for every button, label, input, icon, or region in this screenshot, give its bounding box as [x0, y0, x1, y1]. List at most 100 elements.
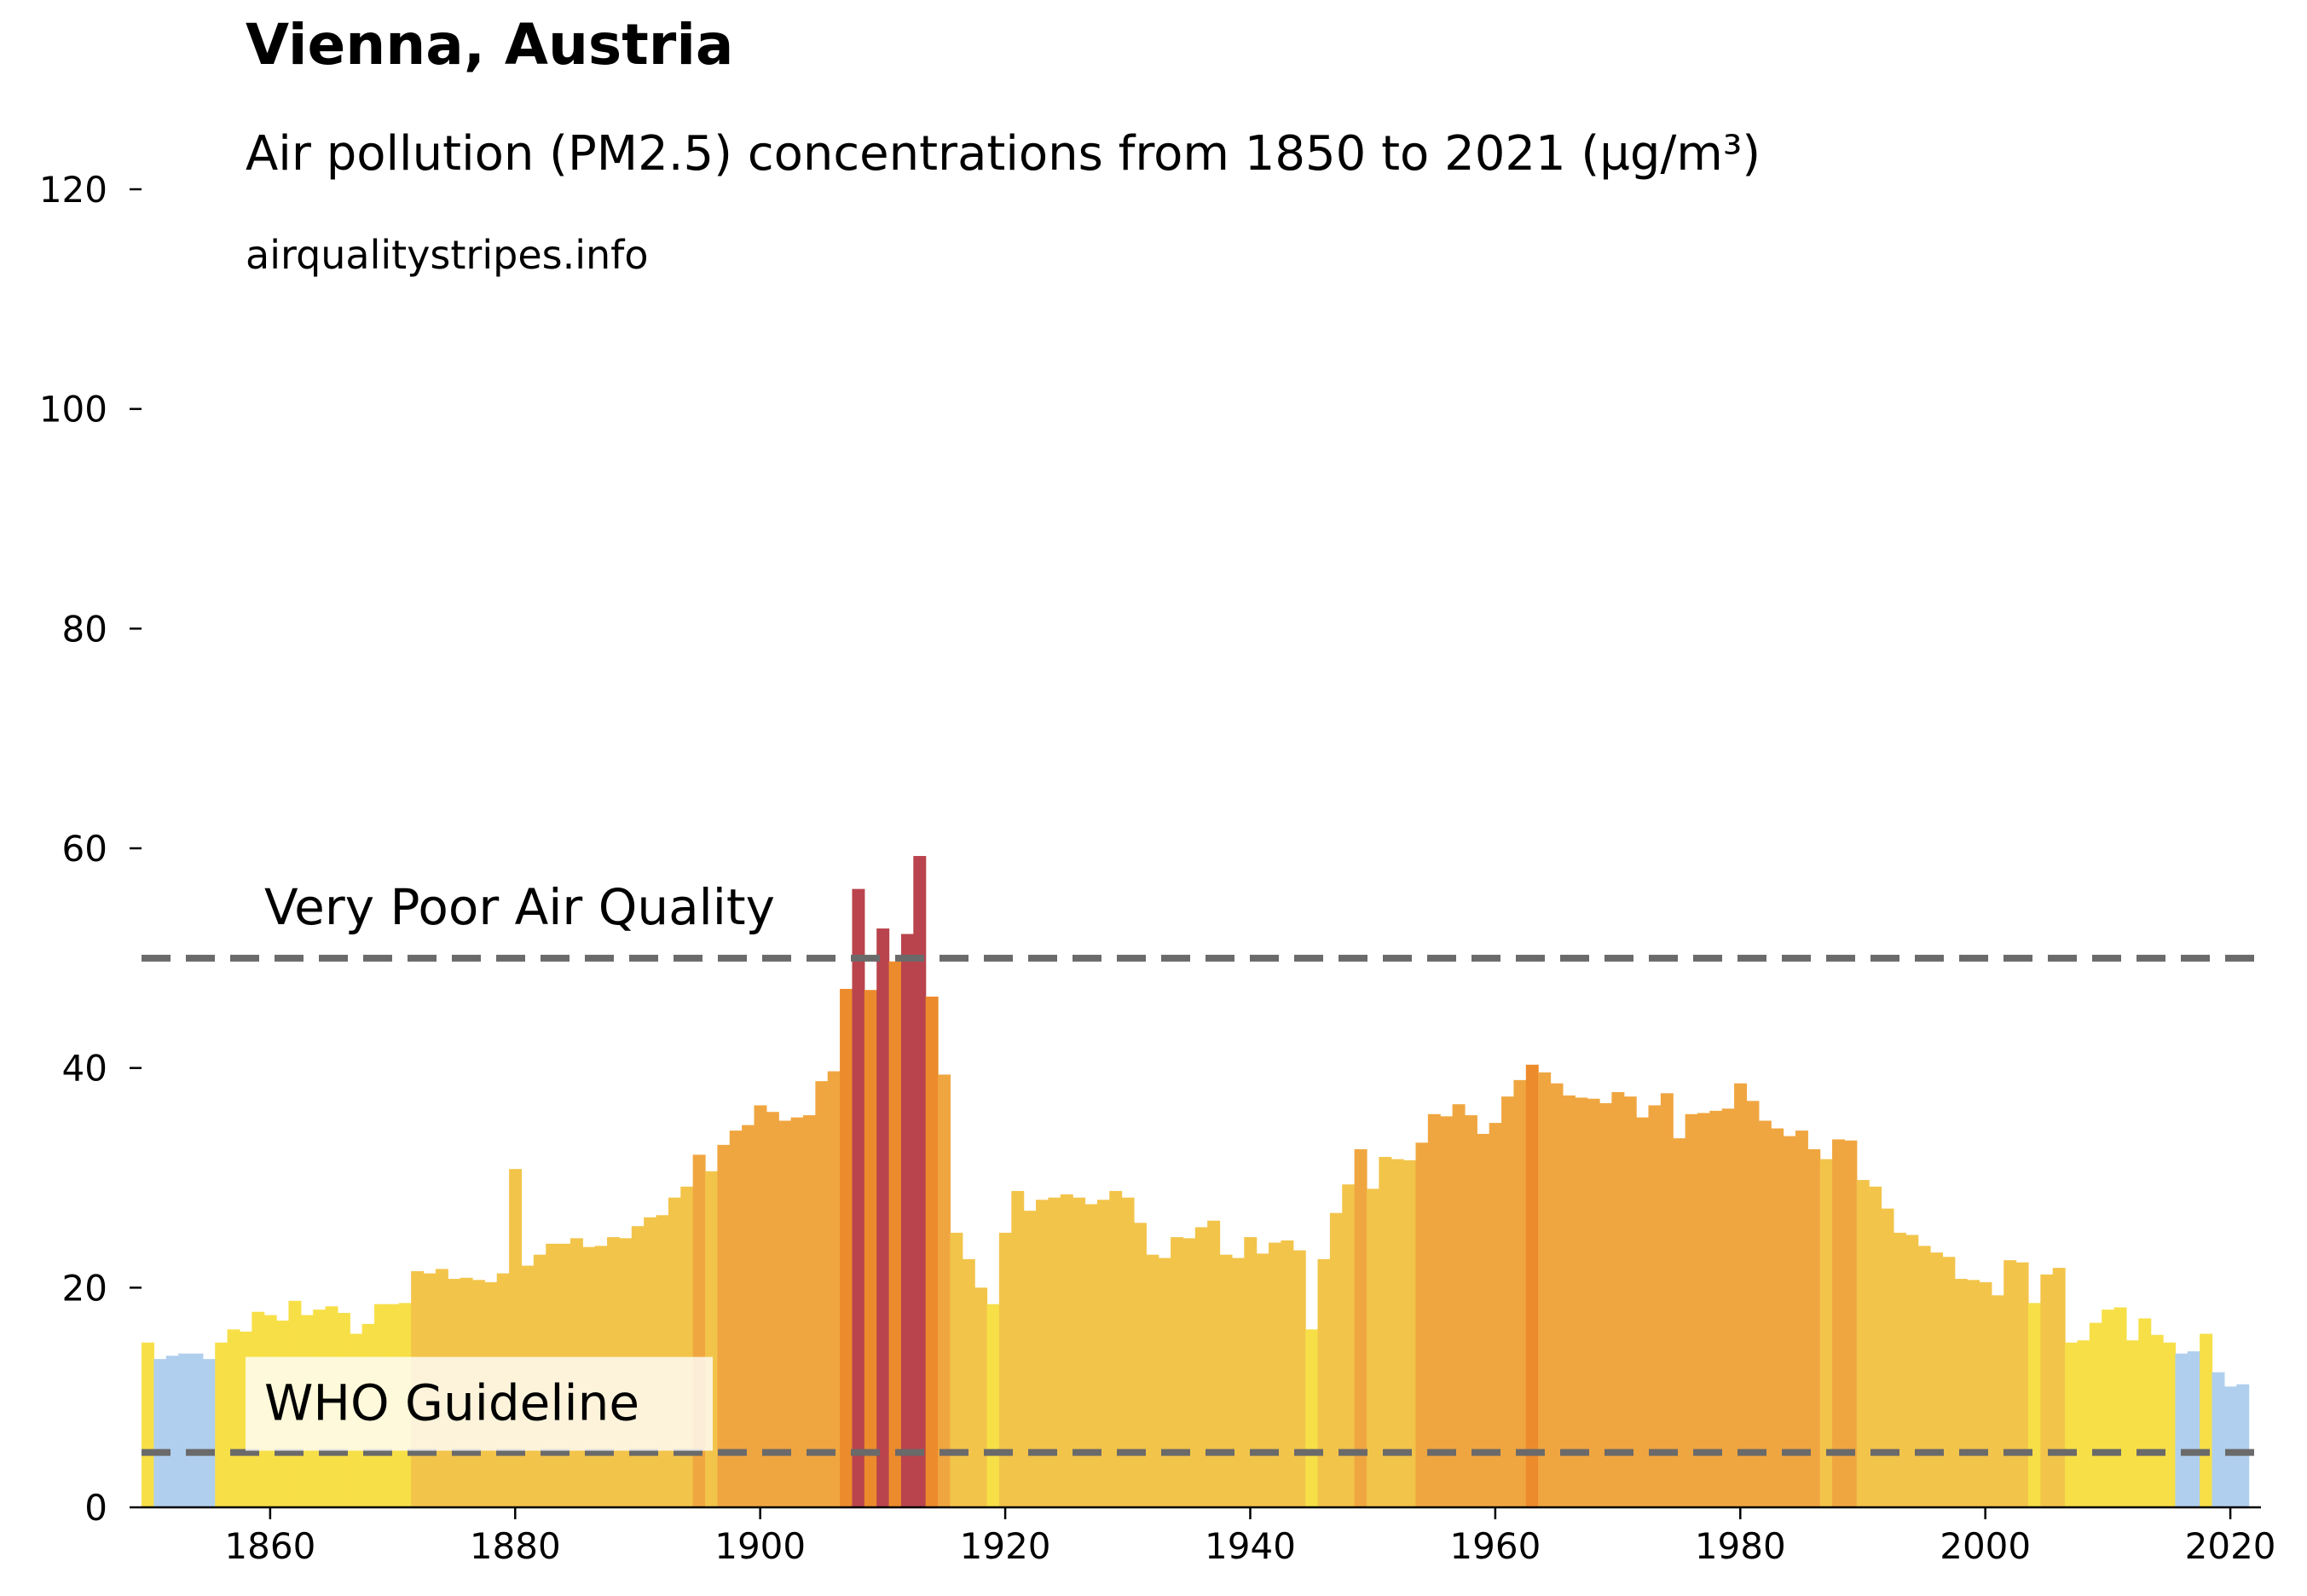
bar-1917	[962, 1258, 975, 1507]
bar-1924	[1048, 1197, 1061, 1507]
x-tick-label: 2000	[1940, 1525, 2031, 1567]
bar-1990	[1856, 1180, 1870, 1507]
bar-1968	[1587, 1098, 1600, 1507]
bar-1969	[1599, 1102, 1612, 1507]
bar-1854	[190, 1353, 204, 1507]
y-tick-label: 60	[62, 828, 107, 870]
annotation-label-0: Very Poor Air Quality	[264, 878, 775, 936]
bar-1914	[925, 996, 939, 1507]
x-axis: 1860 1880 1900 1920 1940 1960 1980 2000 2020	[142, 1506, 2276, 1567]
bar-1940	[1244, 1237, 1258, 1507]
bar-1916	[950, 1232, 963, 1507]
y-axis: 0 20 40 60 80 100 120	[39, 169, 142, 1529]
bar-2003	[2015, 1262, 2029, 1507]
bar-1985	[1795, 1130, 1808, 1507]
bar-2007	[2065, 1342, 2079, 1507]
x-tick-label: 1980	[1695, 1525, 1786, 1567]
bar-1954	[1415, 1142, 1429, 1507]
bar-1912	[900, 934, 914, 1507]
bar-1947	[1329, 1212, 1343, 1507]
bar-1966	[1562, 1095, 1576, 1508]
bar-1851	[153, 1359, 167, 1507]
bar-1983	[1771, 1128, 1784, 1507]
bar-1955	[1427, 1113, 1441, 1507]
bar-1972	[1636, 1117, 1650, 1507]
bar-1907	[840, 988, 853, 1507]
bar-1996	[1930, 1252, 1943, 1507]
bar-2009	[2089, 1322, 2102, 1507]
bar-1880	[509, 1169, 523, 1507]
bar-1997	[1942, 1257, 1956, 1507]
x-tick-label: 2020	[2185, 1525, 2276, 1567]
bar-1935	[1182, 1238, 1196, 1507]
y-tick-label: 0	[84, 1487, 107, 1529]
bar-1930	[1121, 1197, 1135, 1507]
bar-1925	[1060, 1194, 1073, 1507]
bar-1919	[986, 1304, 1000, 1507]
bar-1932	[1146, 1254, 1159, 1507]
bar-1958	[1464, 1115, 1477, 1507]
bar-1905	[815, 1081, 829, 1507]
bar-2001	[1991, 1295, 2004, 1507]
bar-1980	[1734, 1083, 1748, 1507]
bar-1899	[742, 1125, 755, 1507]
bar-1931	[1133, 1223, 1147, 1507]
chart-source: airqualitystripes.info	[246, 232, 649, 278]
bar-1906	[827, 1071, 841, 1507]
bar-1913	[913, 856, 927, 1507]
bar-1974	[1660, 1093, 1674, 1507]
bar-1896	[705, 1171, 718, 1507]
bar-1967	[1575, 1097, 1588, 1507]
bar-1853	[178, 1353, 192, 1507]
bar-1942	[1269, 1242, 1281, 1507]
bar-2012	[2125, 1340, 2139, 1507]
bar-1986	[1807, 1149, 1821, 1507]
bar-1987	[1819, 1159, 1833, 1507]
bar-1949	[1354, 1149, 1367, 1507]
bar-1956	[1440, 1116, 1454, 1507]
bar-1926	[1073, 1197, 1086, 1507]
bar-1857	[227, 1329, 240, 1507]
bar-1993	[1893, 1232, 1906, 1507]
bar-1936	[1194, 1227, 1208, 1507]
bar-2000	[1979, 1281, 1992, 1507]
bar-1911	[888, 961, 902, 1507]
bar-2010	[2102, 1310, 2115, 1507]
bar-2016	[2175, 1353, 2188, 1507]
bar-1957	[1452, 1104, 1466, 1507]
bar-1982	[1758, 1120, 1772, 1507]
bar-2019	[2212, 1372, 2225, 1507]
chart-title: Vienna, Austria	[246, 12, 734, 78]
bar-1973	[1648, 1105, 1662, 1507]
bar-1909	[864, 990, 877, 1507]
bar-2011	[2113, 1307, 2127, 1507]
bar-1893	[668, 1197, 681, 1507]
bar-1897	[717, 1144, 731, 1507]
bar-2006	[2052, 1268, 2066, 1507]
bar-2005	[2040, 1274, 2054, 1507]
bar-1850	[142, 1342, 154, 1507]
bar-2021	[2236, 1384, 2250, 1507]
bar-2013	[2138, 1318, 2152, 1507]
bar-series	[142, 856, 2250, 1508]
bar-1989	[1844, 1140, 1858, 1507]
bar-1938	[1219, 1254, 1233, 1507]
bar-1927	[1084, 1204, 1098, 1507]
bar-1898	[729, 1130, 743, 1507]
bar-1977	[1697, 1113, 1710, 1507]
bar-1984	[1783, 1136, 1796, 1507]
y-tick-label: 100	[39, 389, 107, 431]
bar-1908	[852, 888, 865, 1507]
bar-1952	[1391, 1159, 1404, 1507]
bar-1910	[876, 928, 890, 1507]
bar-1920	[998, 1232, 1012, 1507]
bar-1976	[1685, 1113, 1698, 1507]
y-tick-label: 120	[39, 169, 107, 211]
bar-1939	[1231, 1258, 1245, 1507]
bar-1943	[1281, 1240, 1294, 1507]
bar-1948	[1342, 1184, 1356, 1507]
bar-1923	[1036, 1200, 1049, 1507]
bar-1978	[1709, 1110, 1723, 1507]
bar-1991	[1869, 1186, 1882, 1507]
bar-1945	[1305, 1329, 1319, 1507]
